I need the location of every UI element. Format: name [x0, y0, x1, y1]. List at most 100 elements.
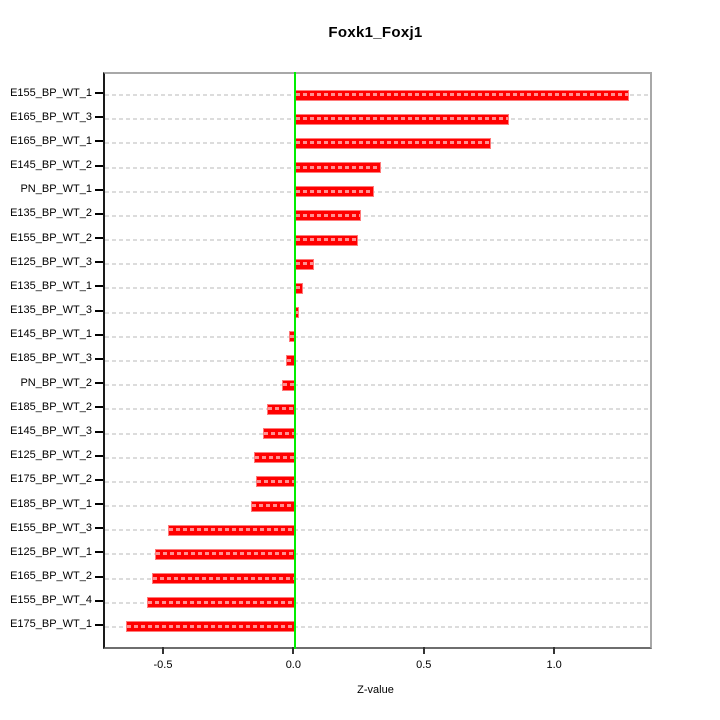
bar [295, 162, 382, 174]
y-tick-label: E155_BP_WT_4 [10, 594, 92, 607]
y-tick-label: E135_BP_WT_3 [10, 304, 92, 317]
y-axis-tick [95, 261, 103, 264]
bar-inner-dash [296, 310, 299, 314]
gridline [105, 263, 650, 266]
bar [251, 500, 296, 512]
gridline [105, 239, 650, 242]
gridline [105, 408, 650, 411]
y-axis-tick [95, 430, 103, 433]
y-tick-label: PN_BP_WT_1 [20, 183, 92, 196]
bar [151, 573, 296, 585]
y-axis-tick [95, 188, 103, 191]
gridline [105, 505, 650, 508]
bar [295, 89, 630, 101]
y-axis-tick [95, 237, 103, 240]
y-axis-tick [95, 333, 103, 336]
y-axis-tick [95, 285, 103, 288]
x-tick-label: 0.0 [285, 659, 301, 671]
gridline [105, 190, 650, 193]
y-tick-label: E155_BP_WT_1 [10, 86, 92, 99]
plot-area [103, 72, 652, 649]
bar-inner-dash [289, 334, 295, 338]
y-tick-label: E155_BP_WT_3 [10, 521, 92, 534]
gridline [105, 311, 650, 314]
x-axis-tick [553, 647, 556, 654]
y-tick-label: E125_BP_WT_1 [10, 545, 92, 558]
bar [154, 548, 296, 560]
y-tick-label: E175_BP_WT_2 [10, 473, 92, 486]
gridline [105, 480, 650, 483]
y-tick-label: E185_BP_WT_3 [10, 352, 92, 365]
y-tick-label: E165_BP_WT_1 [10, 134, 92, 147]
bar [295, 186, 374, 198]
x-axis-title: Z-value [357, 684, 394, 696]
x-axis-tick [292, 647, 295, 654]
x-tick-label: 0.5 [416, 659, 432, 671]
bar-inner-dash [296, 189, 373, 193]
bar-inner-dash [126, 624, 295, 628]
bar-inner-dash [168, 528, 295, 532]
x-tick-label: -0.5 [153, 659, 173, 671]
y-tick-label: E175_BP_WT_1 [10, 618, 92, 631]
y-axis-tick [95, 527, 103, 530]
y-axis-tick [95, 575, 103, 578]
bar-inner-dash [296, 286, 303, 290]
y-tick-label: PN_BP_WT_2 [20, 376, 92, 389]
bar [125, 621, 296, 633]
y-tick-label: E165_BP_WT_3 [10, 110, 92, 123]
y-tick-label: E135_BP_WT_2 [10, 207, 92, 220]
bar [295, 210, 361, 222]
y-axis-tick [95, 551, 103, 554]
gridline [105, 384, 650, 387]
y-axis-tick [95, 454, 103, 457]
bar-inner-dash [152, 576, 295, 580]
bar [295, 113, 510, 125]
bar-inner-dash [296, 117, 509, 121]
gridline [105, 287, 650, 290]
y-axis-tick [95, 140, 103, 143]
y-axis-tick [95, 116, 103, 119]
y-tick-label: E125_BP_WT_2 [10, 449, 92, 462]
y-axis-tick [95, 503, 103, 506]
bar-inner-dash [267, 407, 295, 411]
chart-title: Foxk1_Foxj1 [328, 24, 423, 41]
y-tick-label: E185_BP_WT_1 [10, 497, 92, 510]
bar-inner-dash [296, 141, 490, 145]
y-axis-tick [95, 478, 103, 481]
bar-inner-dash [287, 358, 295, 362]
gridline [105, 601, 650, 604]
y-tick-label: E165_BP_WT_2 [10, 570, 92, 583]
bar-inner-dash [254, 455, 295, 459]
bar-inner-dash [296, 238, 357, 242]
bar [262, 428, 296, 440]
y-tick-label: E185_BP_WT_2 [10, 400, 92, 413]
bar-inner-dash [263, 431, 295, 435]
y-axis-tick [95, 309, 103, 312]
zero-reference-line [294, 72, 297, 649]
bar-inner-dash [147, 600, 295, 604]
bar-inner-dash [296, 93, 629, 96]
bar [167, 524, 296, 536]
bar-inner-dash [296, 165, 381, 169]
y-tick-label: E155_BP_WT_2 [10, 231, 92, 244]
bar-inner-dash [296, 213, 360, 217]
gridline [105, 359, 650, 362]
y-axis-tick [95, 212, 103, 215]
gridline [105, 529, 650, 532]
bar [295, 234, 358, 246]
y-axis-tick [95, 357, 103, 360]
bar-inner-dash [252, 504, 295, 508]
bar [146, 597, 296, 609]
bar [253, 452, 296, 464]
gridline [105, 577, 650, 580]
bar [295, 282, 304, 294]
bar [295, 137, 491, 149]
gridline [105, 625, 650, 628]
y-tick-label: E145_BP_WT_1 [10, 328, 92, 341]
y-tick-label: E125_BP_WT_3 [10, 255, 92, 268]
y-tick-label: E145_BP_WT_2 [10, 159, 92, 172]
gridline [105, 456, 650, 459]
y-axis-tick [95, 599, 103, 602]
y-axis-tick [95, 406, 103, 409]
bar [256, 476, 296, 488]
